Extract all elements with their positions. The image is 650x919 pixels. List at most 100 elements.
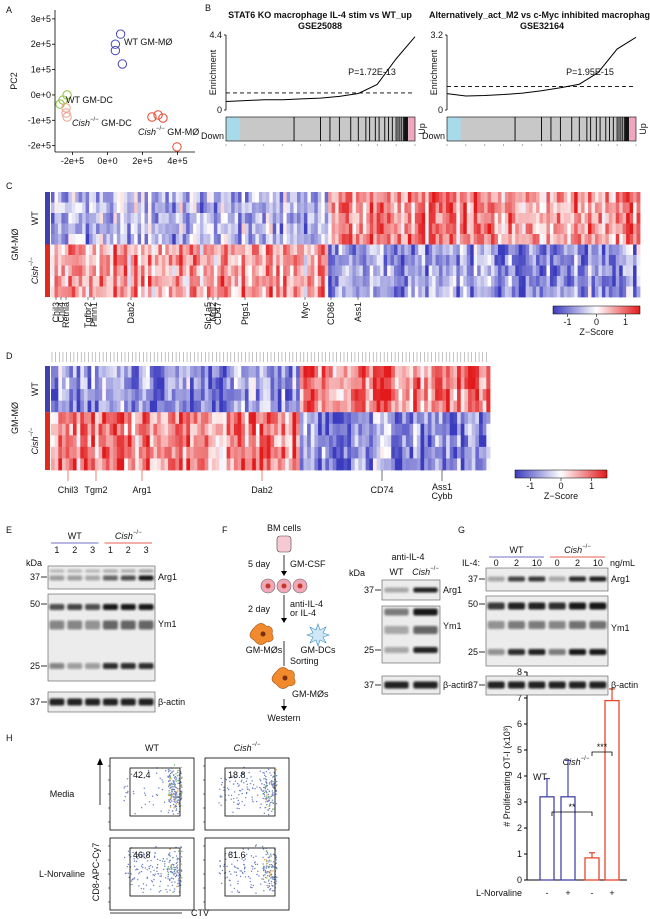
flow-event: [226, 876, 228, 878]
heatmap-cell: [352, 192, 357, 203]
heatmap-cell: [317, 255, 322, 266]
flow-event: [135, 869, 137, 871]
heatmap-cell: [348, 234, 353, 245]
heatmap-cell: [411, 276, 416, 287]
heatmap-cell: [303, 435, 308, 448]
heatmap-cell: [633, 244, 637, 256]
flow-event: [272, 802, 274, 804]
heatmap-cell: [190, 389, 195, 402]
heatmap-cell: [563, 213, 568, 224]
heatmap-cell: [482, 423, 487, 436]
heatmap-cell: [244, 412, 249, 425]
heatmap-cell: [475, 446, 480, 459]
flow-event: [273, 782, 275, 785]
heatmap-cell: [102, 192, 107, 203]
flow-event: [237, 867, 239, 870]
flow-event: [250, 886, 252, 888]
heatmap-cell: [501, 234, 506, 245]
heatmap-cell: [124, 435, 129, 448]
flow-event: [173, 807, 175, 809]
heatmap-cell: [186, 192, 190, 203]
heatmap-cell: [324, 234, 329, 245]
schematic-cell: GM-MØs: [292, 689, 329, 699]
heatmap-cell: [277, 412, 282, 425]
heatmap-cell: [224, 213, 229, 224]
heatmap-cell: [234, 244, 239, 256]
heatmap-cell: [168, 192, 173, 203]
blot-band: [507, 576, 526, 582]
heatmap-cell: [231, 213, 236, 224]
heatmap-cell: [299, 377, 304, 390]
flow-event: [232, 783, 235, 785]
heatmap-cell: [141, 244, 145, 256]
heatmap-cell: [400, 202, 405, 214]
heatmap-cell: [146, 412, 151, 425]
heatmap-cell: [146, 377, 151, 390]
flow-event: [245, 780, 248, 782]
heatmap-cell: [314, 265, 319, 277]
heatmap-cell: [511, 234, 516, 245]
heatmap-cell: [563, 192, 568, 203]
heatmap-cell: [372, 458, 377, 471]
row-group-label: WT: [30, 382, 40, 396]
flow-event: [270, 880, 273, 883]
heatmap-cell: [560, 265, 565, 277]
heatmap-cell: [314, 389, 319, 402]
heatmap-cell: [227, 276, 232, 287]
flow-event: [175, 778, 177, 781]
flow-event: [265, 770, 268, 773]
heatmap-cell: [380, 423, 385, 436]
heatmap-cell: [277, 389, 282, 402]
heatmap-cell: [299, 366, 304, 378]
heatmap-cell: [285, 389, 290, 402]
heatmap-cell: [208, 446, 213, 459]
heatmap-cell: [179, 366, 184, 378]
heatmap-cell: [270, 377, 275, 390]
heatmap-cell: [633, 286, 637, 298]
heatmap-cell: [134, 202, 139, 214]
heatmap-cell: [75, 244, 80, 256]
heatmap-cell: [372, 435, 377, 448]
heatmap-cell: [277, 400, 282, 413]
heatmap-cell: [622, 244, 627, 256]
heatmap-cell: [127, 202, 132, 214]
heatmap-cell: [539, 202, 544, 214]
heatmap-cell: [487, 192, 492, 203]
flow-event: [275, 768, 278, 771]
heatmap-cell: [281, 412, 286, 425]
heatmap-cell: [487, 213, 492, 224]
heatmap-cell: [172, 286, 177, 298]
heatmap-cell: [636, 276, 641, 287]
flow-event: [243, 870, 246, 873]
heatmap-cell: [435, 412, 440, 425]
flow-event: [270, 877, 272, 879]
heatmap-cell: [591, 265, 596, 277]
y-tick-label: 5: [517, 745, 522, 755]
heatmap-cell: [286, 192, 291, 203]
flow-event: [275, 862, 277, 865]
heatmap-cell: [165, 286, 170, 298]
heatmap-cell: [522, 265, 527, 277]
heatmap-cell: [321, 423, 326, 436]
flow-event: [253, 862, 256, 864]
flow-event: [262, 771, 264, 774]
heatmap-cell: [369, 423, 374, 436]
heatmap-cell: [404, 265, 409, 277]
flow-event: [219, 866, 221, 868]
heatmap-cell: [464, 458, 469, 471]
blot-band: [85, 698, 101, 706]
heatmap-cell: [248, 435, 253, 448]
lane-label: 2: [575, 558, 580, 568]
flow-event: [138, 776, 140, 778]
heatmap-cell: [286, 276, 291, 287]
heatmap-cell: [380, 446, 385, 459]
heatmap-cell: [414, 255, 419, 266]
heatmap-cell: [276, 265, 281, 277]
heatmap-cell: [277, 366, 282, 378]
heatmap-cell: [387, 377, 392, 390]
heatmap-cell: [442, 276, 447, 287]
heatmap-cell: [68, 213, 73, 224]
heatmap-cell: [536, 202, 540, 214]
flow-event: [144, 867, 147, 869]
heatmap-cell: [409, 400, 414, 413]
